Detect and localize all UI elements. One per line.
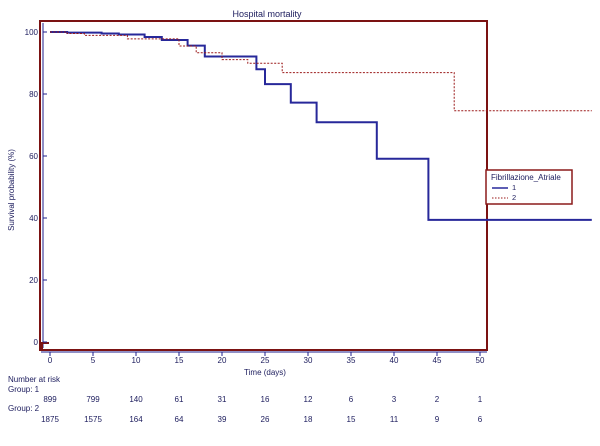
risk-row-group-2: 1875 1575 164 64 39 26 18 15 11 9 6: [41, 415, 483, 424]
x-tick-label: 30: [304, 356, 313, 365]
y-tick-label: 100: [25, 28, 39, 37]
y-tick-label: 20: [29, 276, 38, 285]
legend: Fibrillazione_Atriale 1 2: [485, 169, 573, 205]
risk-value: 18: [304, 415, 313, 424]
x-axis-label: Time (days): [244, 368, 286, 377]
x-tick-label: 25: [261, 356, 270, 365]
x-tick-label: 50: [476, 356, 485, 365]
risk-value: 9: [435, 415, 440, 424]
risk-value: 6: [478, 415, 483, 424]
risk-row-group-1: 899 799 140 61 31 16 12 6 3 2 1: [43, 395, 482, 404]
y-tick-label: 40: [29, 214, 38, 223]
x-axis-ticks: 0 5 10 15 20 25 30 35 40 45 50: [48, 352, 485, 365]
risk-value: 31: [218, 395, 227, 404]
risk-value: 3: [392, 395, 397, 404]
y-axis-ticks: 0 20 40 60 80 100: [25, 28, 47, 347]
risk-value: 899: [43, 395, 57, 404]
origin-marker: [41, 342, 49, 350]
legend-label-1: 1: [512, 183, 516, 192]
x-tick-label: 5: [91, 356, 96, 365]
x-tick-label: 15: [175, 356, 184, 365]
y-tick-label: 0: [34, 338, 39, 347]
risk-value: 6: [349, 395, 354, 404]
risk-value: 140: [129, 395, 143, 404]
risk-value: 11: [390, 415, 399, 424]
risk-value: 1: [478, 395, 483, 404]
x-tick-label: 10: [132, 356, 141, 365]
y-tick-label: 60: [29, 152, 38, 161]
risk-value: 799: [86, 395, 100, 404]
x-tick-label: 20: [218, 356, 227, 365]
risk-value: 2: [435, 395, 440, 404]
risk-value: 12: [304, 395, 313, 404]
risk-group-2-label: Group: 2: [8, 404, 40, 413]
legend-title: Fibrillazione_Atriale: [491, 173, 561, 182]
risk-group-1-label: Group: 1: [8, 385, 40, 394]
legend-box: [485, 169, 573, 205]
series-line-1: [50, 31, 592, 221]
x-tick-label: 35: [347, 356, 356, 365]
risk-value: 39: [218, 415, 227, 424]
risk-table: Number at risk Group: 1 Group: 2 899 799 1…: [8, 375, 483, 424]
risk-value: 61: [175, 395, 184, 404]
risk-value: 26: [261, 415, 270, 424]
legend-label-2: 2: [512, 193, 516, 202]
risk-value: 1875: [41, 415, 59, 424]
series-line-2: [50, 31, 592, 112]
risk-value: 1575: [84, 415, 102, 424]
x-tick-label: 40: [390, 356, 399, 365]
y-axis-label: Survival probability (%): [7, 149, 16, 231]
risk-table-title: Number at risk: [8, 375, 61, 384]
x-tick-label: 0: [48, 356, 53, 365]
y-tick-label: 80: [29, 90, 38, 99]
risk-value: 16: [261, 395, 270, 404]
series-layer: [50, 31, 592, 221]
risk-value: 15: [347, 415, 356, 424]
risk-value: 164: [129, 415, 143, 424]
chart-title: Hospital mortality: [232, 9, 302, 19]
x-tick-label: 45: [433, 356, 442, 365]
risk-value: 64: [175, 415, 184, 424]
